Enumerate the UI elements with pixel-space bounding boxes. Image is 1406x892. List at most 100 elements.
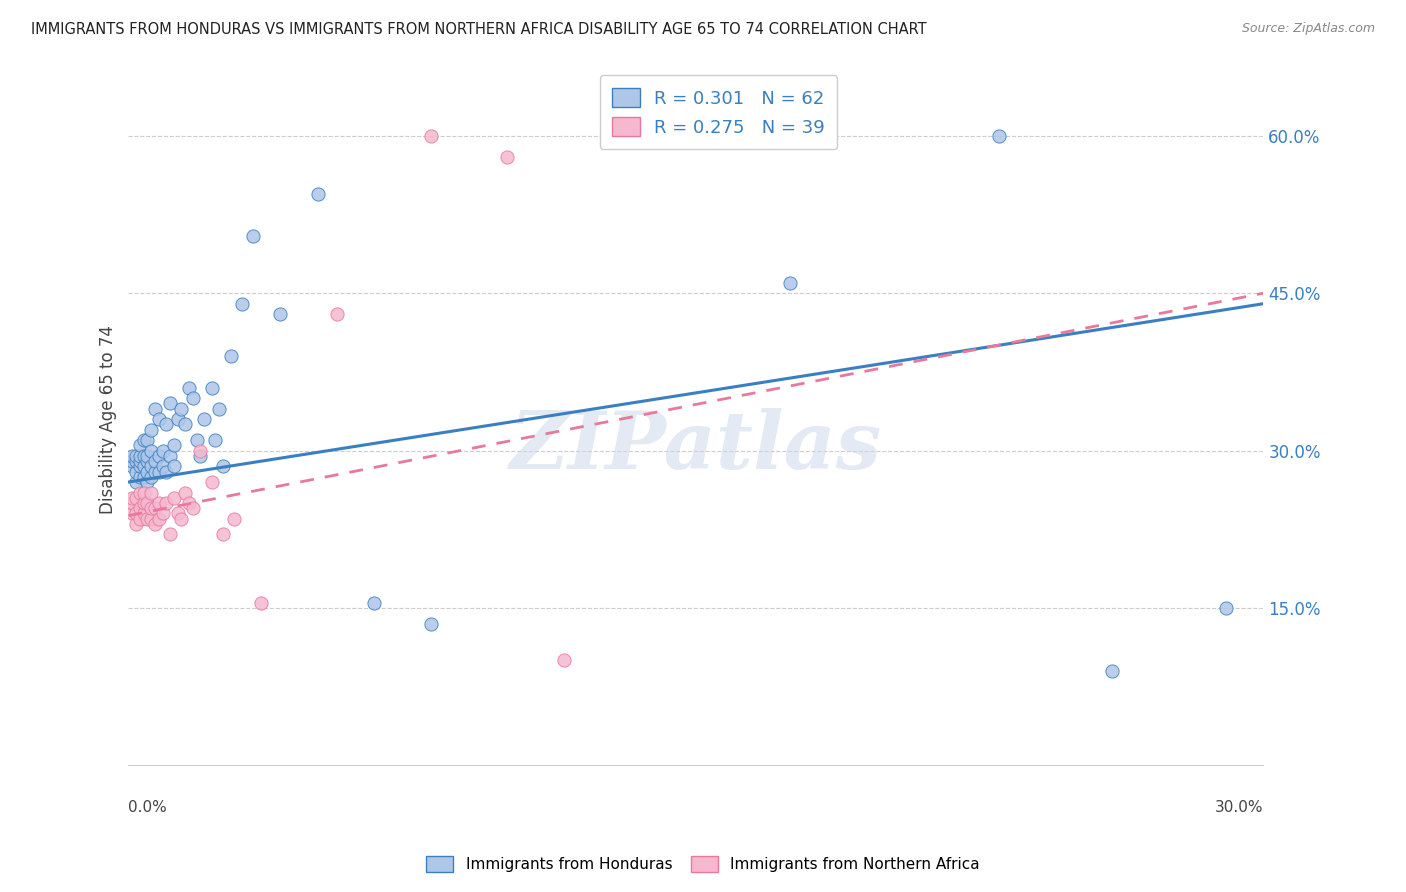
- Point: [128, 459, 150, 474]
- Point: [148, 465, 170, 479]
- Point: [269, 307, 291, 321]
- Point: [148, 449, 170, 463]
- Point: [121, 459, 143, 474]
- Point: [125, 454, 148, 468]
- Point: [177, 496, 200, 510]
- Point: [141, 485, 163, 500]
- Point: [1215, 600, 1237, 615]
- Point: [125, 491, 148, 505]
- Point: [201, 475, 224, 489]
- Point: [201, 381, 224, 395]
- Point: [128, 485, 150, 500]
- Point: [174, 485, 197, 500]
- Point: [132, 459, 155, 474]
- Point: [143, 501, 166, 516]
- Point: [148, 496, 170, 510]
- Point: [181, 501, 204, 516]
- Y-axis label: Disability Age 65 to 74: Disability Age 65 to 74: [100, 325, 117, 514]
- Point: [495, 150, 517, 164]
- Legend: R = 0.301   N = 62, R = 0.275   N = 39: R = 0.301 N = 62, R = 0.275 N = 39: [600, 75, 838, 149]
- Text: IMMIGRANTS FROM HONDURAS VS IMMIGRANTS FROM NORTHERN AFRICA DISABILITY AGE 65 TO: IMMIGRANTS FROM HONDURAS VS IMMIGRANTS F…: [31, 22, 927, 37]
- Point: [779, 276, 801, 290]
- Point: [128, 454, 150, 468]
- Point: [125, 465, 148, 479]
- Point: [170, 512, 193, 526]
- Point: [212, 527, 235, 541]
- Point: [121, 496, 143, 510]
- Point: [132, 496, 155, 510]
- Point: [132, 449, 155, 463]
- Point: [170, 401, 193, 416]
- Point: [141, 470, 163, 484]
- Point: [121, 507, 143, 521]
- Point: [125, 516, 148, 531]
- Point: [152, 459, 174, 474]
- Point: [1101, 664, 1123, 678]
- Point: [250, 596, 273, 610]
- Point: [143, 401, 166, 416]
- Point: [219, 349, 242, 363]
- Point: [136, 454, 159, 468]
- Point: [143, 516, 166, 531]
- Point: [143, 465, 166, 479]
- Point: [420, 128, 443, 143]
- Text: ZIPatlas: ZIPatlas: [510, 408, 882, 485]
- Point: [987, 128, 1010, 143]
- Point: [132, 485, 155, 500]
- Point: [307, 186, 329, 201]
- Point: [188, 443, 211, 458]
- Point: [163, 459, 186, 474]
- Point: [136, 465, 159, 479]
- Point: [136, 475, 159, 489]
- Point: [186, 433, 208, 447]
- Point: [128, 470, 150, 484]
- Point: [121, 454, 143, 468]
- Point: [128, 512, 150, 526]
- Point: [553, 653, 575, 667]
- Point: [163, 438, 186, 452]
- Point: [148, 412, 170, 426]
- Point: [121, 449, 143, 463]
- Point: [152, 443, 174, 458]
- Point: [141, 501, 163, 516]
- Point: [141, 459, 163, 474]
- Point: [224, 512, 246, 526]
- Point: [174, 417, 197, 432]
- Text: Source: ZipAtlas.com: Source: ZipAtlas.com: [1241, 22, 1375, 36]
- Point: [420, 616, 443, 631]
- Point: [141, 423, 163, 437]
- Point: [136, 449, 159, 463]
- Point: [125, 475, 148, 489]
- Point: [132, 507, 155, 521]
- Point: [148, 512, 170, 526]
- Point: [212, 459, 235, 474]
- Point: [159, 527, 181, 541]
- Legend: Immigrants from Honduras, Immigrants from Northern Africa: Immigrants from Honduras, Immigrants fro…: [419, 848, 987, 880]
- Point: [155, 496, 177, 510]
- Point: [132, 433, 155, 447]
- Text: 30.0%: 30.0%: [1215, 800, 1264, 814]
- Point: [155, 417, 177, 432]
- Point: [143, 454, 166, 468]
- Point: [136, 433, 159, 447]
- Point: [152, 507, 174, 521]
- Point: [136, 512, 159, 526]
- Point: [125, 507, 148, 521]
- Text: 0.0%: 0.0%: [128, 800, 167, 814]
- Point: [193, 412, 215, 426]
- Point: [204, 433, 226, 447]
- Point: [242, 228, 264, 243]
- Point: [166, 507, 188, 521]
- Point: [132, 470, 155, 484]
- Point: [128, 501, 150, 516]
- Point: [159, 396, 181, 410]
- Point: [141, 512, 163, 526]
- Point: [163, 491, 186, 505]
- Point: [177, 381, 200, 395]
- Point: [141, 443, 163, 458]
- Point: [159, 449, 181, 463]
- Point: [325, 307, 347, 321]
- Point: [363, 596, 385, 610]
- Point: [188, 449, 211, 463]
- Point: [181, 391, 204, 405]
